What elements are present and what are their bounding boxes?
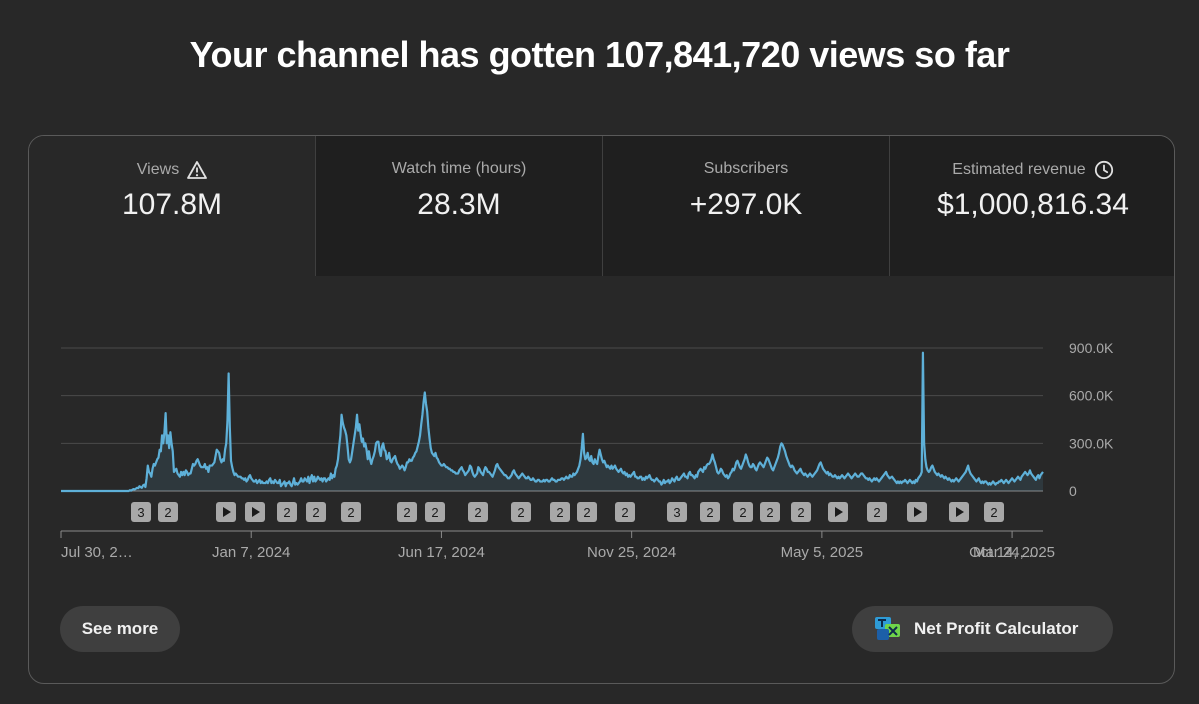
play-icon — [956, 507, 964, 517]
x-tick-label: Jul 30, 2… — [61, 544, 133, 561]
tab-estimated-revenue[interactable]: Estimated revenue $1,000,816.34 — [889, 136, 1174, 276]
views-chart[interactable]: 900.0K 600.0K 300.0K 0 3 2 2 2 2 2 2 2 2 2 2 2 3 2 2 2 2 2 2 Ju… — [29, 276, 1174, 576]
count-marker — [867, 502, 887, 522]
count-marker — [131, 502, 151, 522]
net-profit-label: Net Profit Calculator — [914, 619, 1079, 638]
count-marker — [615, 502, 635, 522]
x-tick-label: Jun 17, 2024 — [398, 544, 485, 561]
count-marker — [341, 502, 361, 522]
marker-count-label: 2 — [312, 505, 319, 520]
tab-watch-time-value: 28.3M — [417, 188, 501, 221]
play-icon — [252, 507, 260, 517]
marker-count-label: 2 — [474, 505, 481, 520]
marker-count-label: 2 — [403, 505, 410, 520]
count-marker — [306, 502, 326, 522]
tab-views-value: 107.8M — [121, 188, 223, 221]
tab-revenue-value: $1,000,816.34 — [937, 188, 1129, 221]
marker-count-label: 2 — [873, 505, 880, 520]
play-icon — [835, 507, 843, 517]
y-tick-label: 900.0K — [1069, 340, 1114, 356]
x-tick-label: Oct 14, 2025 — [969, 544, 1055, 561]
views-area — [61, 352, 1043, 491]
chart-svg: 900.0K 600.0K 300.0K 0 3 2 2 2 2 2 2 2 2 2 2 2 3 2 2 2 2 2 2 Ju… — [60, 340, 1114, 561]
count-marker — [550, 502, 570, 522]
tab-views[interactable]: Views 107.8M — [29, 136, 315, 276]
marker-count-label: 2 — [164, 505, 171, 520]
metric-tabs: Views 107.8M Watch time (hours) 28.3M Su… — [29, 136, 1174, 276]
count-marker — [733, 502, 753, 522]
y-tick-label: 0 — [1069, 483, 1077, 499]
count-marker — [667, 502, 687, 522]
count-marker — [425, 502, 445, 522]
count-marker — [277, 502, 297, 522]
tab-watch-time-label: Watch time (hours) — [391, 160, 527, 177]
x-tick-label: Mar 24, … — [973, 544, 1043, 561]
page-title: Your channel has gotten 107,841,720 view… — [189, 34, 1010, 75]
analytics-card: Views 107.8M Watch time (hours) 28.3M Su… — [28, 135, 1175, 684]
marker-count-label: 2 — [706, 505, 713, 520]
clock-icon[interactable] — [1094, 160, 1114, 180]
x-tick-label: Nov 25, 2024 — [587, 544, 676, 561]
count-marker — [791, 502, 811, 522]
marker-count-label: 2 — [431, 505, 438, 520]
tab-views-label: Views — [136, 161, 180, 178]
see-more-button[interactable]: See more — [60, 606, 180, 652]
marker-count-label: 2 — [739, 505, 746, 520]
marker-count-label: 3 — [137, 505, 144, 520]
x-tick-label: Jan 7, 2024 — [212, 544, 290, 561]
marker-count-label: 2 — [347, 505, 354, 520]
count-marker — [700, 502, 720, 522]
marker-count-label: 2 — [556, 505, 563, 520]
see-more-label: See more — [81, 619, 159, 638]
tex-logo-icon — [874, 615, 902, 643]
tab-subscribers-value: +297.0K — [689, 188, 803, 221]
y-tick-label: 600.0K — [1069, 388, 1114, 404]
count-marker — [577, 502, 597, 522]
x-tick-label: May 5, 2025 — [781, 544, 864, 561]
marker-count-label: 2 — [990, 505, 997, 520]
count-marker — [984, 502, 1004, 522]
marker-count-label: 2 — [583, 505, 590, 520]
views-line — [61, 351, 1044, 493]
count-marker — [511, 502, 531, 522]
play-icon — [223, 507, 231, 517]
play-icon — [914, 507, 922, 517]
marker-count-label: 2 — [283, 505, 290, 520]
count-marker — [397, 502, 417, 522]
marker-count-label: 2 — [517, 505, 524, 520]
tab-subscribers-label: Subscribers — [703, 160, 789, 177]
count-marker — [158, 502, 178, 522]
tab-watch-time[interactable]: Watch time (hours) 28.3M — [315, 136, 602, 276]
marker-count-label: 2 — [797, 505, 804, 520]
y-tick-label: 300.0K — [1069, 435, 1114, 451]
tab-subscribers[interactable]: Subscribers +297.0K — [602, 136, 889, 276]
marker-count-label: 2 — [621, 505, 628, 520]
warning-icon[interactable] — [187, 160, 208, 180]
tab-revenue-label: Estimated revenue — [952, 161, 1086, 178]
count-marker — [760, 502, 780, 522]
count-marker — [468, 502, 488, 522]
net-profit-calculator-button[interactable]: Net Profit Calculator — [852, 606, 1113, 652]
marker-count-label: 2 — [766, 505, 773, 520]
marker-count-label: 3 — [673, 505, 680, 520]
